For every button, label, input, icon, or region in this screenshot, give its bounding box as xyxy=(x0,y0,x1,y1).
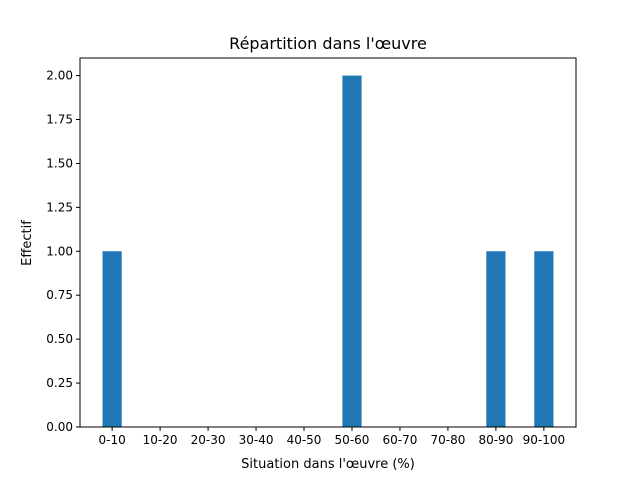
x-tick-label: 80-90 xyxy=(478,433,513,447)
bar-80-90 xyxy=(486,251,506,427)
y-axis-label: Effectif xyxy=(20,220,35,266)
x-tick-label: 50-60 xyxy=(335,433,370,447)
x-tick-label: 60-70 xyxy=(383,433,418,447)
y-tick-label: 0.25 xyxy=(46,376,73,390)
chart-title: Répartition dans l'œuvre xyxy=(229,34,427,53)
x-axis-label: Situation dans l'œuvre (%) xyxy=(241,457,415,472)
x-tick-label: 90-100 xyxy=(523,433,566,447)
plot-frame xyxy=(79,57,577,428)
x-tick-label: 40-50 xyxy=(287,433,322,447)
y-tick-label: 0.00 xyxy=(46,420,73,434)
x-tick-label: 70-80 xyxy=(430,433,465,447)
x-tick-label: 10-20 xyxy=(143,433,178,447)
bar-0-10 xyxy=(102,251,122,427)
y-tick-label: 0.75 xyxy=(46,288,73,302)
x-tick-label: 30-40 xyxy=(239,433,274,447)
y-tick-label: 1.50 xyxy=(46,156,73,170)
x-tick-label: 20-30 xyxy=(191,433,226,447)
y-tick-label: 1.25 xyxy=(46,200,73,214)
y-tick-label: 1.75 xyxy=(46,113,73,127)
x-tick-label: 0-10 xyxy=(99,433,126,447)
y-tick-label: 2.00 xyxy=(46,69,73,83)
bar-50-60 xyxy=(342,75,362,428)
bar-90-100 xyxy=(534,251,554,427)
y-tick-label: 0.50 xyxy=(46,332,73,346)
y-tick-label: 1.00 xyxy=(46,244,73,258)
